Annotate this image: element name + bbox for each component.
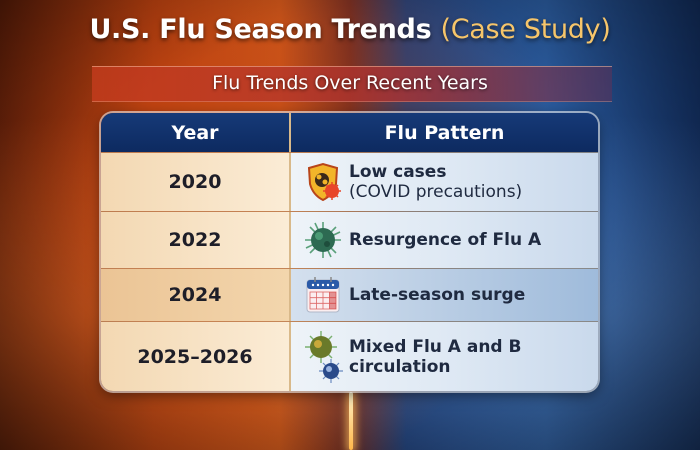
table-row: 2020 Low cases (COVID precautions) xyxy=(101,152,598,211)
title-main: U.S. Flu Season Trends xyxy=(89,14,432,45)
header-year: Year xyxy=(101,113,291,152)
flu-trends-table: Year Flu Pattern 2020 Low cases (COVID p… xyxy=(101,113,598,391)
subtitle: Flu Trends Over Recent Years xyxy=(212,72,488,94)
table-row: 2024 Late-season surge xyxy=(101,268,598,321)
pattern-cell: Mixed Flu A and B circulation xyxy=(291,322,598,391)
subtitle-banner xyxy=(92,66,612,102)
pattern-cell: Low cases (COVID precautions) xyxy=(291,153,598,211)
two-viruses-icon xyxy=(303,329,343,385)
shield-virus-icon xyxy=(303,162,343,202)
header-flu-pattern: Flu Pattern xyxy=(384,121,505,144)
pattern-cell: Resurgence of Flu A xyxy=(291,212,598,268)
calendar-icon xyxy=(303,275,343,315)
year-cell: 2024 xyxy=(101,269,291,321)
page-title: U.S. Flu Season Trends (Case Study) xyxy=(0,14,700,45)
lightning-bolt-decoration xyxy=(349,392,353,450)
year-cell: 2020 xyxy=(101,153,291,211)
pattern-text: Late-season surge xyxy=(349,285,526,305)
table-header: Year Flu Pattern xyxy=(101,113,598,152)
year-cell: 2022 xyxy=(101,212,291,268)
pattern-text: Resurgence of Flu A xyxy=(349,230,542,250)
table-row: 2022 Resurgence of Flu A xyxy=(101,211,598,268)
pattern-text: Low cases xyxy=(349,162,447,182)
pattern-text-line2: circulation xyxy=(349,357,451,377)
pattern-subtext: (COVID precautions) xyxy=(349,182,523,202)
virus-icon xyxy=(303,220,343,260)
table-row: 2025–2026 xyxy=(101,321,598,391)
year-cell: 2025–2026 xyxy=(101,322,291,391)
title-accent: (Case Study) xyxy=(440,14,611,45)
pattern-cell: Late-season surge xyxy=(291,269,598,321)
pattern-text: Mixed Flu A and B xyxy=(349,337,522,357)
